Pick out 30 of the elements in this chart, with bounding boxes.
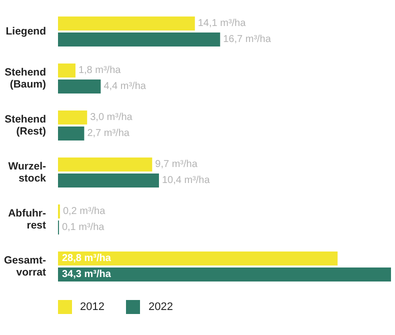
bar: [58, 32, 220, 46]
bar: [58, 63, 76, 78]
data-label: 16,7 m³/ha: [223, 34, 272, 46]
y-tick-label: Abfuhr- rest: [8, 207, 46, 232]
y-tick-label: Wurzel- stock: [8, 160, 46, 184]
bar: [58, 16, 195, 30]
y-tick-label: Stehend (Baum): [4, 66, 46, 90]
bar: [58, 157, 152, 172]
bar: [58, 267, 391, 282]
legend-label: 2022: [148, 301, 173, 313]
bar: [58, 126, 84, 140]
data-label: 3,0 m³/ha: [90, 112, 133, 124]
bar: [58, 173, 159, 188]
data-label: 2,7 m³/ha: [87, 128, 130, 140]
data-label: 34,3 m³/ha: [62, 269, 112, 280]
data-label: 28,8 m³/ha: [62, 253, 112, 264]
data-label: 4,4 m³/ha: [104, 81, 146, 92]
data-label: 9,7 m³/ha: [155, 159, 198, 170]
bar: [58, 79, 101, 94]
y-tick-label: Gesamt- vorrat: [4, 254, 47, 278]
y-tick-label: Liegend: [6, 25, 46, 38]
bar: [58, 110, 88, 124]
data-label: 10,4 m³/ha: [162, 175, 210, 186]
data-label: 14,1 m³/ha: [198, 18, 246, 30]
data-label: 0,2 m³/ha: [62, 206, 106, 218]
data-label: 1,8 m³/ha: [78, 65, 122, 76]
legend-label: 2012: [80, 301, 104, 313]
data-label: 0,1 m³/ha: [62, 222, 105, 234]
bar: [58, 251, 338, 266]
y-tick-label: Stehend (Rest): [4, 113, 46, 138]
